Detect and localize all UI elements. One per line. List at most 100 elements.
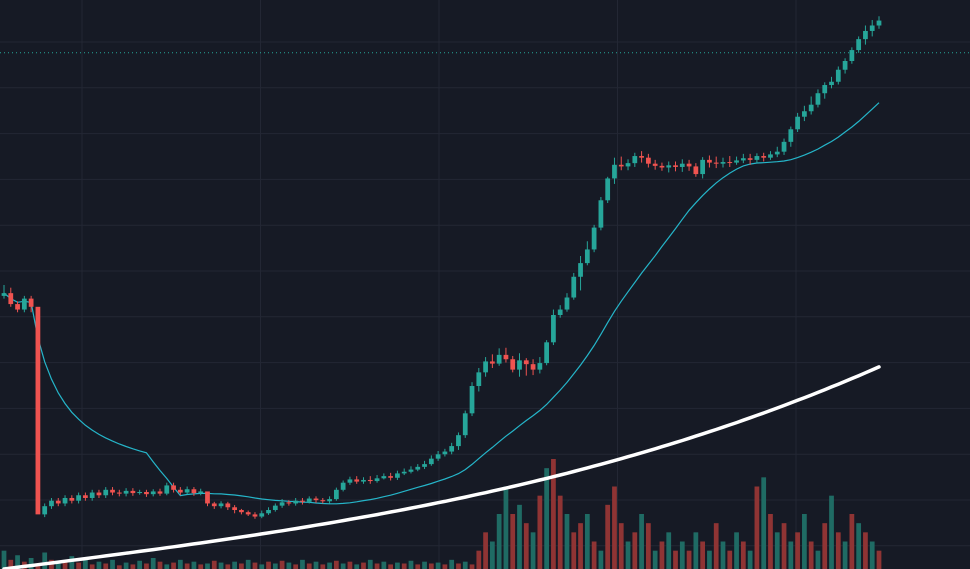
volume-bar (591, 541, 597, 569)
candle-body (55, 500, 61, 504)
volume-bar (537, 495, 543, 569)
candle (517, 353, 522, 377)
candle (659, 162, 665, 171)
volume-bar (869, 541, 875, 569)
candle-body (693, 166, 699, 175)
candle-body (184, 489, 190, 493)
candle (428, 455, 434, 466)
candle-body (76, 495, 81, 501)
candle-body (279, 502, 285, 506)
volume-bar (802, 514, 807, 569)
volume-bar (435, 562, 441, 569)
volume-bar (679, 541, 685, 569)
candle-body (835, 69, 841, 82)
candle-body (144, 491, 149, 495)
volume-bar (42, 552, 48, 569)
candle-body (842, 60, 848, 70)
candle-body (293, 500, 299, 504)
candle (123, 488, 129, 497)
volume-bar (456, 563, 461, 569)
volume-bar (835, 532, 841, 569)
candle-body (679, 163, 685, 167)
candle (191, 487, 197, 496)
candle-body (618, 164, 624, 167)
candle (333, 487, 339, 501)
volume-bar (842, 541, 848, 569)
volume-bar (306, 563, 312, 569)
candle (788, 126, 794, 147)
candle-body (632, 156, 638, 164)
candle-body (747, 158, 753, 160)
candle-body (740, 158, 746, 161)
candle (218, 501, 224, 509)
candle-body (354, 479, 360, 482)
candle-body (333, 489, 339, 500)
candle (42, 503, 48, 518)
candle (449, 442, 455, 455)
volume-bar (211, 560, 217, 569)
candle (347, 476, 353, 485)
volume-bar (754, 486, 760, 569)
volume-bar (659, 541, 665, 569)
candle-body (584, 249, 590, 264)
candle (306, 496, 312, 504)
candle (802, 105, 807, 122)
candle (530, 359, 536, 376)
volume-bar (76, 562, 81, 569)
candle (49, 497, 54, 509)
candle-body (225, 503, 231, 508)
candle (28, 295, 34, 313)
candle (707, 155, 712, 168)
volume-bar (313, 561, 319, 569)
candle-body (551, 314, 556, 343)
candle-body (571, 276, 577, 298)
volume-bar (239, 563, 244, 569)
volume-bar (856, 523, 862, 569)
volume-bar (652, 550, 658, 569)
candle-body (96, 492, 102, 496)
candle (774, 146, 780, 158)
candle (598, 197, 604, 231)
candle-body (130, 490, 136, 494)
candle (679, 159, 685, 172)
candle-body (116, 492, 122, 494)
volume-bar (28, 558, 34, 569)
volume-bar (774, 532, 780, 569)
volume-bar (8, 559, 14, 569)
volume-bar (551, 459, 556, 569)
candle (239, 508, 244, 515)
candle (408, 466, 414, 474)
volume-bar (367, 559, 373, 569)
volume-bar (462, 561, 468, 569)
candle (564, 293, 570, 312)
candle (673, 161, 678, 172)
candle-body (598, 200, 604, 228)
candle-body (673, 165, 678, 167)
candle (693, 163, 699, 177)
volume-bar (198, 564, 204, 569)
candle (734, 156, 739, 165)
volume-bar (333, 560, 339, 569)
candle (361, 477, 366, 484)
candle (157, 488, 163, 496)
volume-bar (707, 550, 712, 569)
candle (62, 495, 68, 507)
candle (422, 460, 427, 470)
candle (462, 410, 468, 438)
volume-bar (388, 564, 394, 569)
candle-body (286, 502, 292, 504)
volume-bar (55, 563, 61, 569)
candle-body (157, 491, 163, 494)
volume-bar (293, 564, 299, 569)
volume-bars (1, 459, 882, 569)
candle-body (815, 93, 821, 105)
candle-body (449, 446, 455, 452)
volume-bar (320, 564, 326, 569)
volume-bar (808, 541, 814, 569)
candle (211, 501, 217, 509)
volume-bar (612, 486, 617, 569)
candle-body (829, 81, 834, 86)
candle (69, 495, 75, 504)
